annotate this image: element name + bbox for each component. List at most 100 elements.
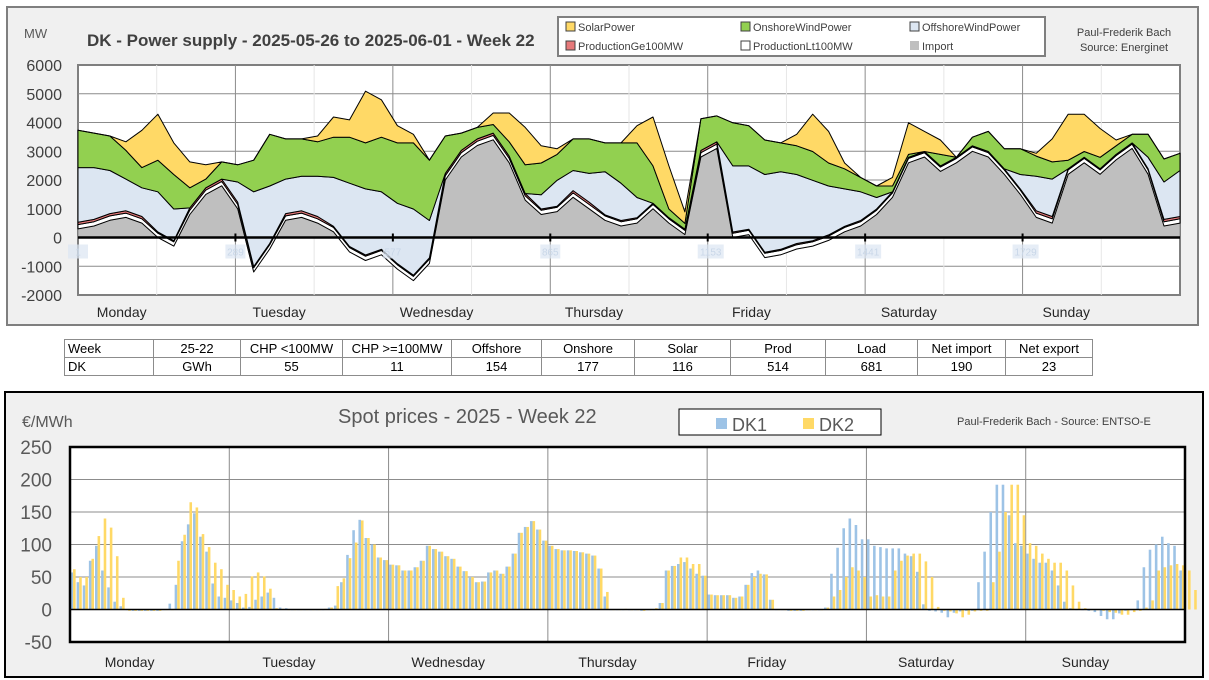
- bar-DK2: [746, 584, 750, 610]
- bar-DK2: [1188, 570, 1191, 610]
- bar-DK2: [1034, 545, 1038, 610]
- bar-DK2: [887, 596, 891, 610]
- legend-label: SolarPower: [578, 22, 635, 34]
- bar-DK2: [520, 532, 523, 610]
- table-cell: 190: [917, 357, 1006, 376]
- bar-DK2: [667, 570, 670, 610]
- bar-DK1: [1148, 549, 1152, 610]
- legend-swatch: [740, 21, 751, 32]
- bar-DK1: [572, 551, 576, 610]
- spot-price-chart: €/MWh Spot prices - 2025 - Week 22 DK1 DK…: [20, 406, 1197, 670]
- bar-DK2: [213, 562, 217, 610]
- bar-DK1: [450, 558, 453, 610]
- bar-DK2: [465, 571, 468, 610]
- bar-DK2: [514, 553, 517, 610]
- bar-DK2: [894, 570, 897, 610]
- bar-DK2: [685, 557, 689, 610]
- y-tick-label: 0: [41, 601, 52, 622]
- bar-DK1: [327, 607, 331, 610]
- bar-DK1: [554, 549, 558, 610]
- bar-DK2: [489, 572, 493, 610]
- bar-DK2: [1108, 609, 1111, 613]
- bar-DK1: [1056, 585, 1060, 610]
- bar-DK2: [924, 561, 928, 610]
- index-label: 289: [227, 248, 244, 259]
- bar-DK1: [732, 597, 735, 610]
- bar-DK1: [88, 560, 92, 610]
- bar-DK2: [115, 556, 119, 610]
- bar-DK1: [940, 609, 944, 613]
- bar-DK2: [97, 536, 101, 610]
- y-tick-label: 0: [53, 231, 62, 248]
- bar-DK1: [480, 581, 484, 610]
- legend-swatch: [803, 418, 814, 429]
- bar-DK1: [860, 539, 864, 610]
- bar-DK2: [379, 557, 382, 610]
- bar-DK1: [1062, 601, 1066, 610]
- y-tick-label: 6000: [26, 58, 62, 75]
- bar-DK1: [1154, 544, 1158, 610]
- bar-DK2: [238, 596, 242, 610]
- bar-DK2: [691, 564, 695, 610]
- bar-DK1: [505, 566, 509, 610]
- bar-DK2: [177, 560, 180, 610]
- x-category-label: Saturday: [881, 304, 937, 320]
- bar-DK2: [593, 555, 597, 610]
- table-cell: 23: [1005, 357, 1093, 376]
- table-cell: 116: [634, 357, 731, 376]
- bar-DK1: [487, 572, 490, 610]
- bar-DK1: [186, 524, 190, 610]
- bar-DK1: [425, 545, 429, 610]
- x-category-label: Saturday: [898, 654, 954, 670]
- bar-DK1: [842, 528, 845, 610]
- bar-DK1: [107, 587, 110, 610]
- bar-DK2: [269, 588, 272, 610]
- x-category-label: Tuesday: [262, 654, 315, 670]
- bar-DK2: [532, 521, 536, 610]
- x-category-label: Thursday: [578, 654, 636, 670]
- bar-DK2: [765, 574, 768, 610]
- table-cell: 154: [451, 357, 542, 376]
- bar-DK2: [508, 566, 511, 610]
- bar-DK1: [1032, 558, 1035, 610]
- bar-DK2: [863, 577, 866, 610]
- bar-DK2: [183, 534, 186, 610]
- bar-DK2: [722, 595, 726, 610]
- bar-DK1: [756, 570, 760, 610]
- bar-DK2: [857, 570, 860, 610]
- bar-DK1: [701, 575, 705, 610]
- bar-DK1: [1001, 484, 1005, 610]
- bar-DK1: [413, 567, 417, 610]
- bar-DK2: [397, 565, 401, 610]
- bar-DK1: [248, 606, 251, 610]
- bar-DK2: [1004, 512, 1007, 610]
- bar-DK1: [591, 555, 594, 610]
- bar-DK2: [930, 577, 934, 610]
- bar-DK1: [879, 547, 882, 610]
- bar-DK1: [401, 570, 404, 610]
- legend-label: OffshoreWindPower: [922, 22, 1021, 34]
- bar-DK1: [866, 539, 870, 610]
- bar-DK2: [844, 577, 848, 610]
- bar-DK2: [428, 545, 431, 610]
- bar-DK2: [875, 595, 879, 610]
- bar-DK1: [946, 609, 950, 618]
- bar-DK1: [713, 595, 717, 610]
- bar-DK2: [201, 534, 205, 610]
- bar-DK1: [395, 565, 398, 610]
- y-tick-label: 2000: [26, 173, 62, 190]
- bar-DK2: [501, 573, 505, 610]
- bar-DK2: [354, 542, 358, 610]
- bar-DK1: [830, 573, 833, 610]
- legend-swatch: [909, 21, 920, 32]
- bar-DK1: [493, 570, 496, 610]
- bar-DK1: [1105, 609, 1109, 620]
- bar-DK2: [91, 558, 95, 610]
- bar-DK1: [585, 553, 588, 610]
- power-supply-chart: MW DK - Power supply - 2025-05-26 to 202…: [21, 16, 1181, 320]
- bar-DK2: [410, 570, 413, 610]
- bar-DK1: [76, 582, 80, 610]
- bars: [70, 484, 1197, 620]
- index-label-bg: [225, 244, 246, 259]
- table-cell: DK: [64, 357, 154, 376]
